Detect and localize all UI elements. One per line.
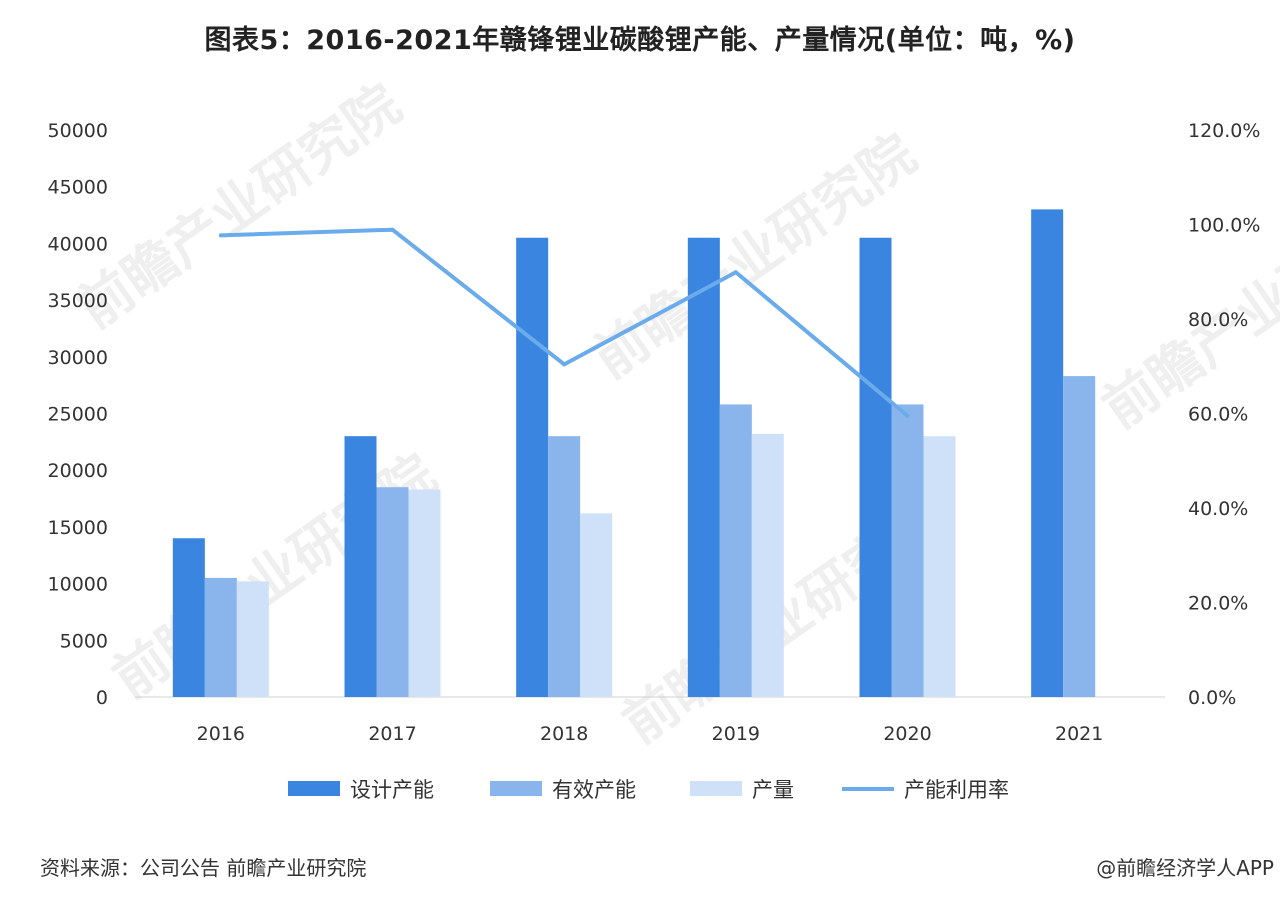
bar-2017-0 bbox=[344, 436, 377, 697]
y-left-tick-label: 40000 bbox=[48, 233, 108, 255]
rate-point bbox=[390, 227, 395, 232]
x-tick-label: 2018 bbox=[540, 723, 588, 745]
rate-point bbox=[218, 233, 223, 238]
y-left-tick-label: 10000 bbox=[48, 574, 108, 596]
y-right-tick-label: 20.0% bbox=[1188, 593, 1248, 615]
legend-label: 产量 bbox=[752, 778, 794, 802]
bar-2018-1 bbox=[548, 436, 581, 697]
legend-swatch bbox=[690, 781, 742, 796]
bars bbox=[172, 209, 1096, 698]
y-right-tick-label: 0.0% bbox=[1188, 687, 1236, 709]
y-right-tick-label: 120.0% bbox=[1188, 120, 1260, 142]
y-left-tick-label: 30000 bbox=[48, 347, 108, 369]
bar-2019-2 bbox=[751, 433, 784, 697]
rate-point bbox=[733, 270, 738, 275]
legend-label: 有效产能 bbox=[552, 778, 636, 802]
y-left-tick-label: 35000 bbox=[48, 290, 108, 312]
watermark-text: 前瞻产业研究院 bbox=[66, 72, 412, 340]
y-left-tick-label: 0 bbox=[96, 687, 108, 709]
y-right-tick-label: 40.0% bbox=[1188, 498, 1248, 520]
bar-2020-0 bbox=[859, 237, 892, 698]
bar-2020-1 bbox=[891, 404, 924, 697]
bar-2016-2 bbox=[236, 581, 269, 697]
source-note: 资料来源：公司公告 前瞻产业研究院 bbox=[40, 856, 367, 880]
legend-swatch bbox=[490, 781, 542, 796]
chart-title: 图表5：2016-2021年赣锋锂业碳酸锂产能、产量情况(单位：吨，%) bbox=[204, 25, 1076, 56]
bar-2018-0 bbox=[516, 237, 549, 698]
y-right-tick-label: 60.0% bbox=[1188, 404, 1248, 426]
legend-label: 设计产能 bbox=[350, 778, 434, 802]
y-axis-right: 0.0% 20.0% 40.0% 60.0% 80.0% 100.0% 120.0% bbox=[1188, 120, 1260, 709]
bar-2021-1 bbox=[1063, 376, 1096, 697]
x-tick-label: 2017 bbox=[368, 723, 416, 745]
bar-2017-1 bbox=[376, 487, 409, 697]
bar-2020-2 bbox=[923, 436, 956, 697]
y-right-tick-label: 100.0% bbox=[1188, 215, 1260, 237]
bar-2017-2 bbox=[408, 489, 441, 697]
bar-2018-2 bbox=[580, 513, 613, 697]
y-left-tick-label: 5000 bbox=[60, 630, 108, 652]
credit-note: @前瞻经济学人APP bbox=[1096, 856, 1274, 880]
rate-point bbox=[562, 362, 567, 367]
legend: 设计产能 有效产能 产量 产能利用率 bbox=[288, 778, 1009, 802]
bar-2021-0 bbox=[1031, 209, 1064, 697]
legend-swatch bbox=[288, 781, 340, 796]
y-right-tick-label: 80.0% bbox=[1188, 309, 1248, 331]
y-left-tick-label: 25000 bbox=[48, 404, 108, 426]
y-axis-left: 0 5000 10000 15000 20000 25000 30000 35000 40000… bbox=[48, 120, 108, 709]
x-axis-labels: 2016 2017 2018 2019 2020 2021 bbox=[197, 723, 1104, 745]
bar-2019-1 bbox=[719, 404, 752, 697]
y-left-tick-label: 45000 bbox=[48, 177, 108, 199]
x-tick-label: 2019 bbox=[712, 723, 760, 745]
bar-2019-0 bbox=[687, 237, 720, 698]
y-left-tick-label: 50000 bbox=[48, 120, 108, 142]
x-tick-label: 2016 bbox=[197, 723, 245, 745]
x-tick-label: 2020 bbox=[883, 723, 931, 745]
y-left-tick-label: 20000 bbox=[48, 460, 108, 482]
legend-label: 产能利用率 bbox=[904, 778, 1009, 802]
bar-2016-0 bbox=[172, 538, 205, 697]
bar-2016-1 bbox=[204, 577, 237, 697]
watermark-text: 前瞻产业研究院 bbox=[1091, 172, 1280, 440]
y-left-tick-label: 15000 bbox=[48, 517, 108, 539]
x-tick-label: 2021 bbox=[1055, 723, 1103, 745]
rate-point bbox=[905, 413, 910, 418]
rate-line bbox=[218, 227, 910, 418]
